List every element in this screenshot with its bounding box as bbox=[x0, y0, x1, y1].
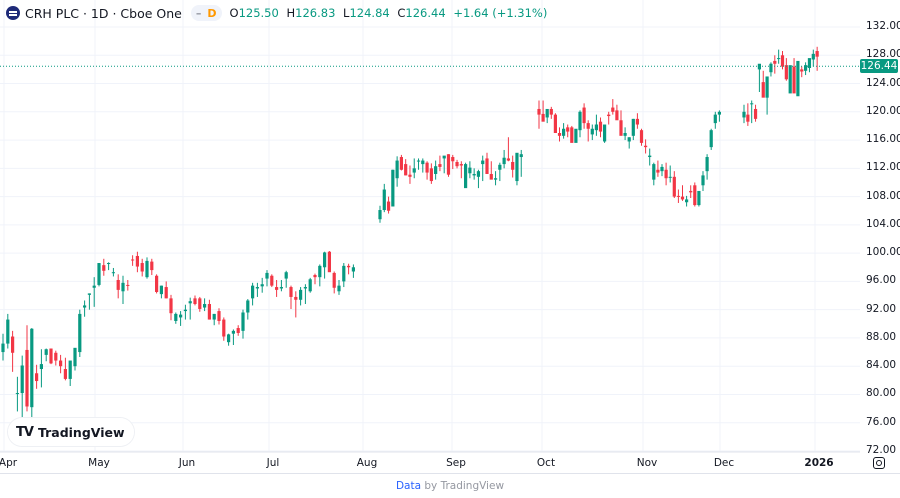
price-tick-label: 128.00 bbox=[866, 48, 900, 61]
watermark-text: TradingView bbox=[37, 424, 125, 440]
price-tick-label: 84.00 bbox=[866, 359, 897, 372]
time-tick-label: Oct bbox=[536, 457, 556, 469]
collapse-icon: – bbox=[195, 6, 202, 20]
price-tick-label: 132.00 bbox=[866, 20, 900, 32]
open-value: 125.50 bbox=[238, 6, 279, 20]
time-tick-label: Nov bbox=[636, 457, 658, 469]
market-status-badge[interactable]: – D bbox=[190, 5, 222, 21]
low-label: L bbox=[343, 6, 350, 20]
price-tick-label: 76.00 bbox=[866, 415, 897, 428]
crh-logo-icon bbox=[6, 6, 20, 20]
time-tick-label: Apr bbox=[0, 457, 18, 469]
price-tick-label: 104.00 bbox=[866, 217, 900, 230]
footer: Data by TradingView bbox=[0, 480, 900, 492]
time-tick-label: 2026 bbox=[804, 457, 834, 469]
ohlc-values: O125.50 H126.83 L124.84 C126.44 +1.64 (+… bbox=[230, 6, 548, 20]
last-price-label: 126.44 bbox=[860, 59, 898, 74]
symbol-title[interactable]: CRH PLC · 1D · Cboe One bbox=[25, 5, 182, 21]
change-value: +1.64 (+1.31%) bbox=[453, 6, 548, 20]
time-tick-label: Jul bbox=[266, 457, 280, 469]
price-tick-label: 108.00 bbox=[866, 189, 900, 202]
legend: CRH PLC · 1D · Cboe One – D O125.50 H126… bbox=[6, 4, 547, 22]
price-tick-label: 120.00 bbox=[866, 104, 900, 117]
close-value: 126.44 bbox=[405, 6, 446, 20]
chart-frame[interactable]: CRH PLC · 1D · Cboe One – D O125.50 H126… bbox=[0, 0, 900, 474]
time-tick-label: Sep bbox=[446, 457, 466, 469]
data-link[interactable]: Data bbox=[395, 480, 422, 492]
time-tick-label: May bbox=[88, 457, 110, 469]
price-tick-label: 72.00 bbox=[866, 444, 897, 456]
price-tick-label: 96.00 bbox=[866, 274, 897, 287]
price-tick-label: 80.00 bbox=[866, 387, 897, 400]
footer-text: by TradingView bbox=[421, 480, 505, 492]
price-tick-label: 100.00 bbox=[866, 246, 900, 259]
tradingview-watermark[interactable]: TV TradingView bbox=[8, 418, 134, 446]
close-label: C bbox=[397, 6, 406, 20]
low-value: 124.84 bbox=[349, 6, 390, 20]
time-tick-label: Dec bbox=[713, 457, 735, 469]
candlestick-plot[interactable] bbox=[0, 0, 900, 473]
price-tick-label: 92.00 bbox=[866, 302, 897, 315]
price-tick-label: 116.00 bbox=[866, 133, 900, 146]
high-value: 126.83 bbox=[295, 6, 336, 20]
interval-badge: D bbox=[207, 6, 217, 20]
time-tick-label: Aug bbox=[356, 457, 378, 469]
time-tick-label: Jun bbox=[178, 457, 196, 469]
open-label: O bbox=[229, 6, 239, 20]
price-tick-label: 112.00 bbox=[866, 161, 900, 174]
high-label: H bbox=[286, 6, 296, 20]
price-tick-label: 88.00 bbox=[866, 330, 897, 343]
tradingview-logo-icon: TV bbox=[16, 424, 34, 440]
settings-icon[interactable] bbox=[873, 457, 885, 469]
price-tick-label: 124.00 bbox=[866, 76, 900, 89]
